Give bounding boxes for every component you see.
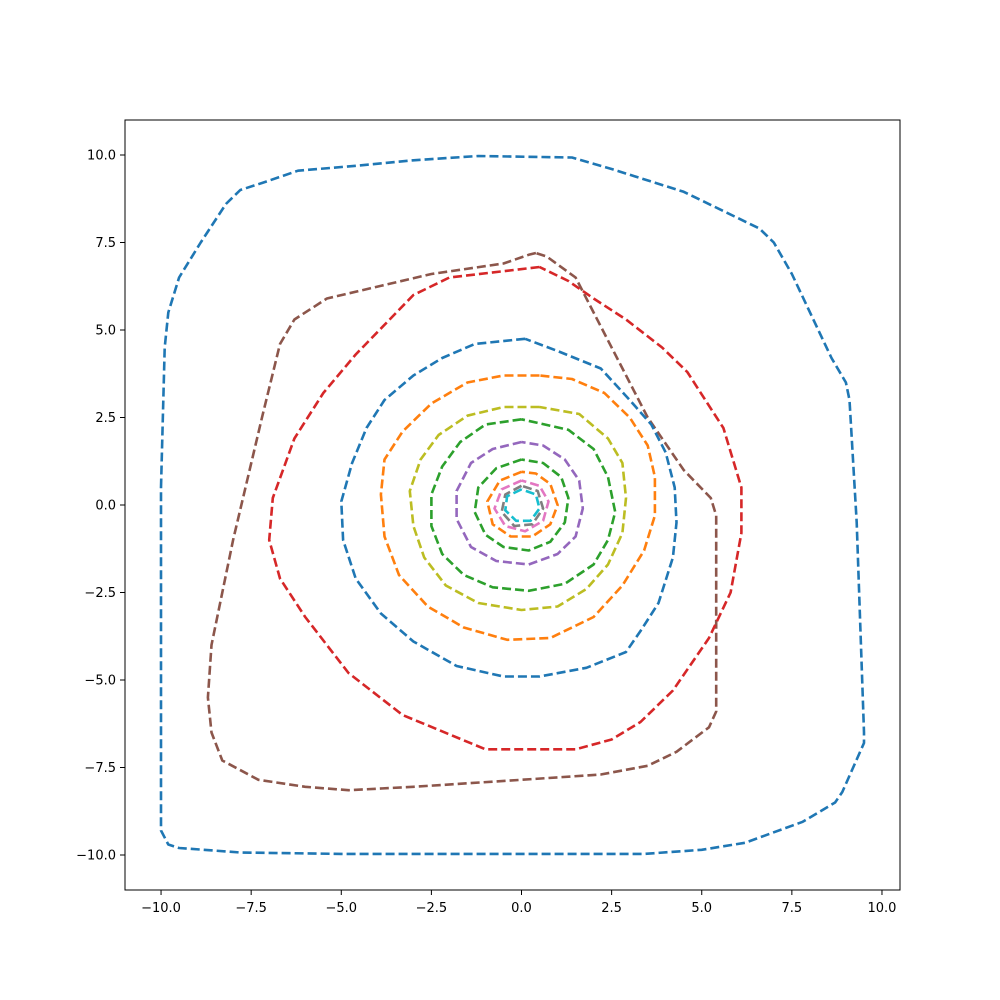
contour-line-10 (485, 470, 559, 538)
y-tick-label: −10.0 (76, 849, 116, 864)
x-axis: −10.0 −7.5 −5.0 −2.5 0.0 2.5 5.0 7.5 10.0 (141, 890, 896, 916)
y-tick-label: 10.0 (87, 149, 116, 164)
y-tick-label: 2.5 (95, 411, 116, 426)
y-tick-label: 0.0 (95, 499, 116, 514)
contour-line-1 (159, 154, 866, 856)
y-tick-label: 5.0 (95, 324, 116, 339)
contour-line-5 (379, 374, 657, 642)
x-tick-label: −7.5 (235, 901, 267, 916)
contour-line-7 (430, 418, 617, 593)
y-tick-label: −7.5 (84, 761, 116, 776)
contour-line-4 (339, 337, 678, 678)
series-layer (159, 154, 866, 856)
contour-line-8 (455, 440, 585, 566)
contour-line-3 (267, 265, 743, 751)
contour-line-2 (206, 251, 718, 792)
x-tick-label: −10.0 (141, 901, 181, 916)
x-tick-label: 7.5 (782, 901, 803, 916)
x-tick-label: 5.0 (691, 901, 712, 916)
y-tick-label: 7.5 (95, 236, 116, 251)
x-tick-label: −2.5 (416, 901, 448, 916)
contour-line-12 (500, 484, 545, 528)
contour-line-9 (473, 458, 570, 552)
contour-line-6 (408, 405, 628, 612)
contour-line-13 (503, 488, 541, 523)
x-tick-label: 10.0 (868, 901, 897, 916)
y-axis: 10.0 7.5 5.0 2.5 0.0 −2.5 −5.0 −7.5 −10.0 (76, 149, 125, 864)
x-tick-label: 0.0 (511, 901, 532, 916)
y-tick-label: −2.5 (84, 586, 116, 601)
contour-line-11 (493, 479, 550, 533)
y-tick-label: −5.0 (84, 674, 116, 689)
x-tick-label: 2.5 (601, 901, 622, 916)
x-tick-label: −5.0 (325, 901, 357, 916)
